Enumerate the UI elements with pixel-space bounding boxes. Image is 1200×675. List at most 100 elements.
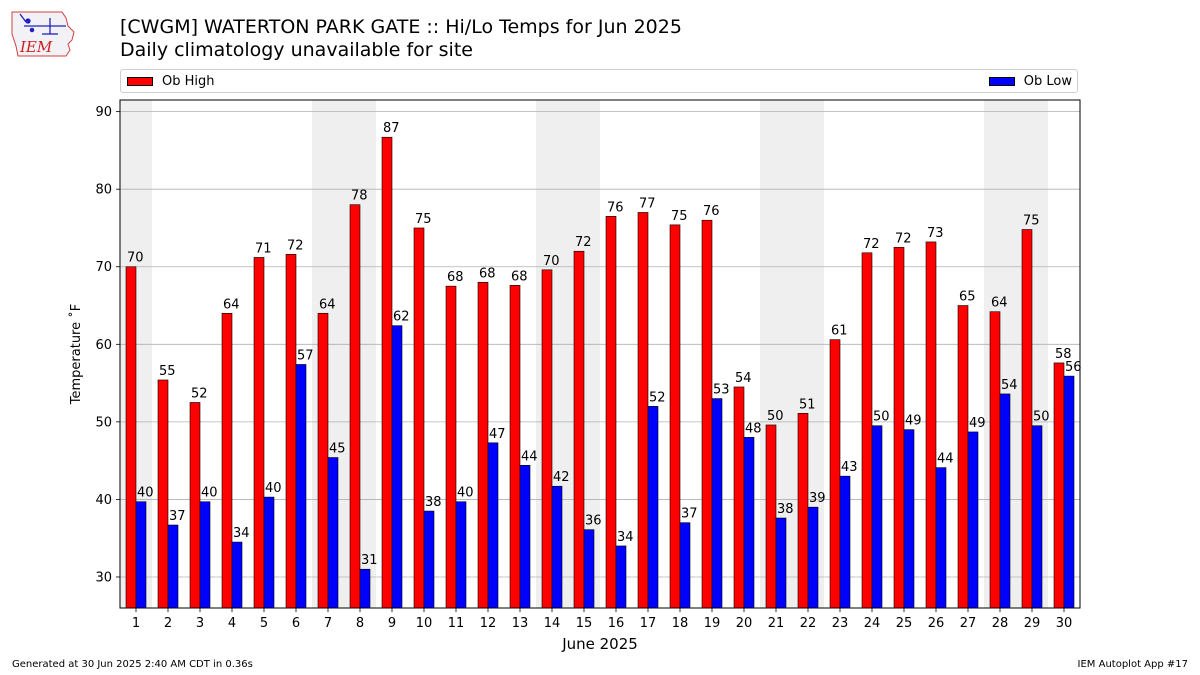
x-tick-label: 12: [480, 616, 497, 631]
high-bar: [253, 257, 265, 609]
low-bar-label: 50: [1033, 410, 1050, 425]
high-bar-label: 70: [543, 254, 560, 269]
y-tick-label: 70: [95, 260, 112, 275]
x-tick-label: 28: [992, 616, 1009, 631]
low-bar: [199, 501, 211, 609]
low-bar: [775, 517, 787, 609]
y-tick-label: 40: [95, 493, 112, 508]
high-bar: [349, 204, 361, 609]
high-bar: [221, 312, 233, 609]
low-bar: [135, 501, 147, 609]
low-bar: [263, 496, 275, 609]
low-bar-label: 40: [201, 486, 218, 501]
y-tick-label: 60: [95, 338, 112, 353]
high-bar: [637, 212, 649, 609]
high-bar: [797, 413, 809, 609]
low-bar: [519, 464, 531, 609]
low-bar: [231, 541, 243, 609]
x-tick-label: 20: [736, 616, 753, 631]
low-bar-label: 49: [905, 414, 922, 429]
low-bar-label: 44: [937, 452, 954, 467]
chart-subtitle: Daily climatology unavailable for site: [120, 39, 473, 61]
low-bar: [1063, 375, 1075, 609]
high-bar-label: 50: [767, 409, 784, 424]
x-tick-label: 11: [448, 616, 465, 631]
high-bar: [733, 386, 745, 609]
low-bar: [743, 437, 755, 609]
low-bar: [935, 467, 947, 609]
x-tick-label: 19: [704, 616, 721, 631]
x-tick-label: 23: [832, 616, 849, 631]
high-bar: [861, 252, 873, 609]
high-bar: [1053, 362, 1065, 609]
low-bar-label: 53: [713, 383, 730, 398]
y-tick-label: 50: [95, 415, 112, 430]
high-bar-label: 68: [447, 270, 464, 285]
high-bar: [317, 312, 329, 609]
low-bar: [615, 545, 627, 609]
low-bar-label: 52: [649, 390, 666, 405]
low-bar: [423, 510, 435, 609]
high-bar-label: 76: [607, 200, 624, 215]
high-bar: [125, 266, 137, 609]
high-bar-label: 75: [671, 209, 688, 224]
low-bar-label: 47: [489, 427, 506, 442]
high-bar-label: 68: [479, 266, 496, 281]
low-bar: [551, 485, 563, 609]
low-bar: [679, 522, 691, 609]
footer-app-text: IEM Autoplot App #17: [1077, 659, 1188, 670]
y-tick-label: 80: [95, 183, 112, 198]
legend-swatch-low: [988, 77, 1015, 86]
chart-title: [CWGM] WATERTON PARK GATE :: Hi/Lo Temps…: [120, 16, 682, 38]
low-bar: [999, 393, 1011, 609]
low-bar: [391, 325, 403, 609]
x-tick-label: 15: [576, 616, 593, 631]
high-bar: [189, 402, 201, 609]
low-bar-label: 57: [297, 348, 314, 363]
low-bar-label: 62: [393, 310, 410, 325]
low-bar: [807, 506, 819, 609]
low-bar-label: 48: [745, 421, 762, 436]
x-tick-label: 30: [1056, 616, 1073, 631]
high-bar-label: 65: [959, 290, 976, 305]
high-bar-label: 64: [991, 296, 1008, 311]
low-bar: [647, 406, 659, 609]
high-bar-label: 52: [191, 386, 208, 401]
legend-item-high: Ob High: [127, 74, 215, 89]
low-bar-label: 40: [265, 481, 282, 496]
legend-label-low: Ob Low: [1023, 74, 1072, 89]
y-tick-label: 30: [95, 570, 112, 585]
low-bar-label: 38: [777, 502, 794, 517]
high-bar: [1021, 229, 1033, 609]
low-bar-label: 37: [169, 509, 186, 524]
low-bar: [167, 524, 179, 609]
x-tick-label: 26: [928, 616, 945, 631]
high-bar: [477, 281, 489, 609]
high-bar: [381, 136, 393, 609]
low-bar-label: 49: [969, 416, 986, 431]
x-tick-label: 5: [260, 616, 268, 631]
x-tick-label: 16: [608, 616, 625, 631]
x-tick-label: 4: [228, 616, 236, 631]
legend-swatch-high: [127, 77, 153, 86]
low-bar-label: 45: [329, 442, 346, 457]
high-bar: [957, 305, 969, 609]
low-bar: [903, 429, 915, 609]
high-bar: [893, 247, 905, 609]
low-bar: [327, 457, 339, 609]
high-bar: [765, 424, 777, 609]
high-bar: [605, 216, 617, 609]
high-bar-label: 78: [351, 189, 368, 204]
high-bar-label: 64: [319, 297, 336, 312]
high-bar-label: 54: [735, 371, 752, 386]
high-bar: [573, 250, 585, 609]
low-bar: [583, 529, 595, 609]
high-bar-label: 72: [895, 231, 912, 246]
low-bar-label: 34: [233, 526, 250, 541]
x-tick-label: 10: [416, 616, 433, 631]
high-bar-label: 76: [703, 204, 720, 219]
high-bar-label: 70: [127, 251, 144, 266]
high-bar-label: 55: [159, 364, 176, 379]
high-bar-label: 87: [383, 121, 400, 136]
